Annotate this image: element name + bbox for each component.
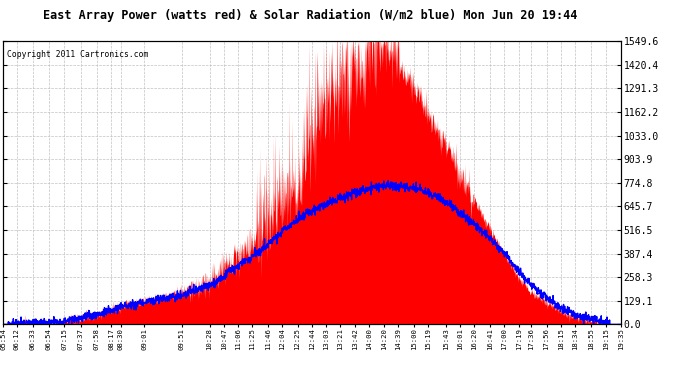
- Text: East Array Power (watts red) & Solar Radiation (W/m2 blue) Mon Jun 20 19:44: East Array Power (watts red) & Solar Rad…: [43, 9, 578, 22]
- Text: Copyright 2011 Cartronics.com: Copyright 2011 Cartronics.com: [6, 50, 148, 59]
